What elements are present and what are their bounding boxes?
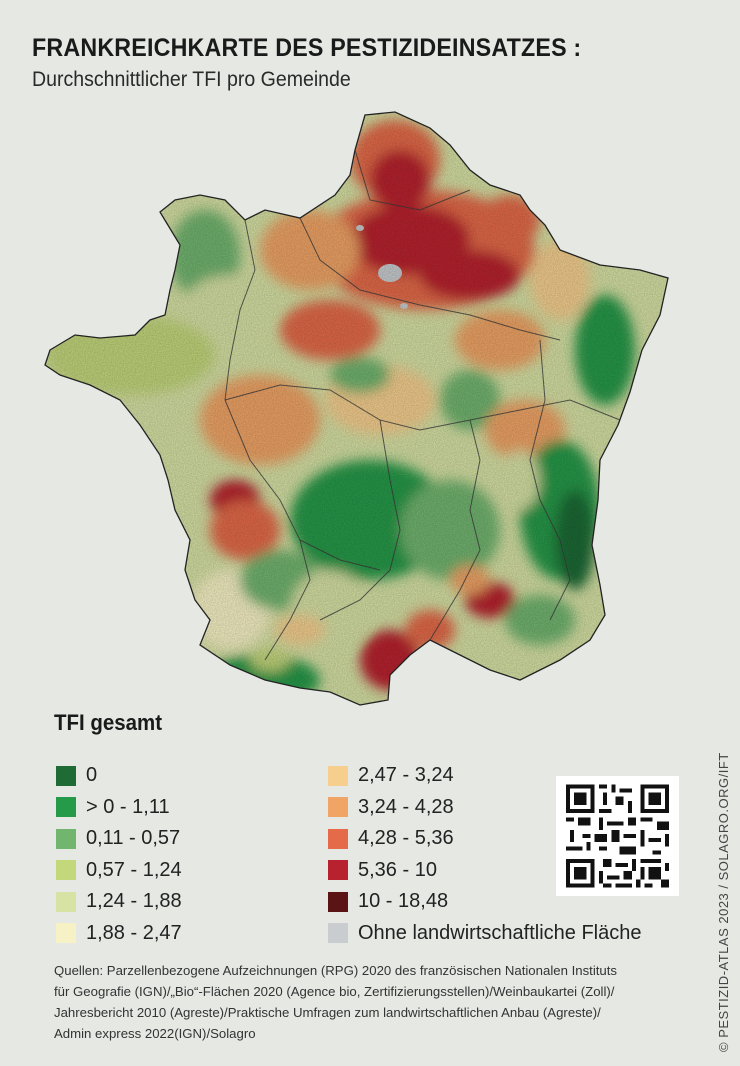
legend-title: TFI gesamt xyxy=(54,710,163,735)
legend-label: 1,88 - 2,47 xyxy=(86,921,182,944)
france-tfi-map xyxy=(44,111,669,706)
copyright-credit: © PESTIZID-ATLAS 2023 / SOLAGRO.ORG/IFT xyxy=(716,752,731,1052)
legend-column-1: 0 > 0 - 1,11 0,11 - 0,57 0,57 - 1,24 1,2… xyxy=(56,760,182,949)
legend-label: 0,11 - 0,57 xyxy=(86,827,181,850)
page-title: FRANKREICHKARTE DES PESTIZIDEINSATZES : xyxy=(32,34,582,62)
legend-label: 0 xyxy=(86,764,98,787)
legend-swatch xyxy=(56,891,76,912)
legend-label: 4,28 - 5,36 xyxy=(358,827,454,850)
legend-swatch xyxy=(328,765,348,786)
legend-item: 0,57 - 1,24 xyxy=(56,855,182,887)
legend-item: 0 xyxy=(56,760,182,792)
legend-item: 3,24 - 4,28 xyxy=(328,792,641,824)
legend-column-2: 2,47 - 3,24 3,24 - 4,28 4,28 - 5,36 5,36… xyxy=(328,760,641,949)
legend-item: > 0 - 1,11 xyxy=(56,792,182,824)
legend-item: Ohne landwirtschaftliche Fläche xyxy=(328,918,641,950)
legend-swatch xyxy=(56,797,76,818)
legend-item: 0,11 - 0,57 xyxy=(56,823,182,855)
sources-line: Quellen: Parzellenbezogene Aufzeichnunge… xyxy=(54,963,618,978)
legend-swatch xyxy=(56,765,76,786)
legend-item: 10 - 18,48 xyxy=(328,886,641,918)
legend-swatch xyxy=(56,828,76,849)
legend-swatch xyxy=(328,797,348,818)
legend-item: 2,47 - 3,24 xyxy=(328,760,641,792)
legend-label: 10 - 18,48 xyxy=(358,890,449,913)
sources-line: Jahresbericht 2010 (Agreste)/Praktische … xyxy=(54,1005,601,1020)
legend-swatch xyxy=(56,860,76,881)
legend-label: > 0 - 1,11 xyxy=(86,795,170,818)
sources-note: Quellen: Parzellenbezogene Aufzeichnunge… xyxy=(54,960,694,1044)
legend-swatch xyxy=(328,923,348,944)
legend-label: 2,47 - 3,24 xyxy=(358,764,454,787)
legend-swatch xyxy=(328,860,348,881)
qr-code[interactable] xyxy=(556,776,679,896)
legend-label: 5,36 - 10 xyxy=(358,858,437,881)
legend-swatch xyxy=(328,828,348,849)
legend-item: 4,28 - 5,36 xyxy=(328,823,641,855)
legend-label: 1,24 - 1,88 xyxy=(86,890,182,913)
legend-label: 3,24 - 4,28 xyxy=(358,795,454,818)
sources-line: Admin express 2022(IGN)/Solagro xyxy=(54,1026,256,1041)
legend-item: 1,88 - 2,47 xyxy=(56,918,182,950)
sources-line: für Geografie (IGN)/„Bio“-Flächen 2020 (… xyxy=(54,984,615,999)
legend-item: 5,36 - 10 xyxy=(328,855,641,887)
legend-item: 1,24 - 1,88 xyxy=(56,886,182,918)
legend-swatch xyxy=(56,923,76,944)
page-subtitle: Durchschnittlicher TFI pro Gemeinde xyxy=(32,68,351,91)
legend-label: 0,57 - 1,24 xyxy=(86,858,182,881)
legend-label: Ohne landwirtschaftliche Fläche xyxy=(358,921,642,944)
legend-swatch xyxy=(328,891,348,912)
